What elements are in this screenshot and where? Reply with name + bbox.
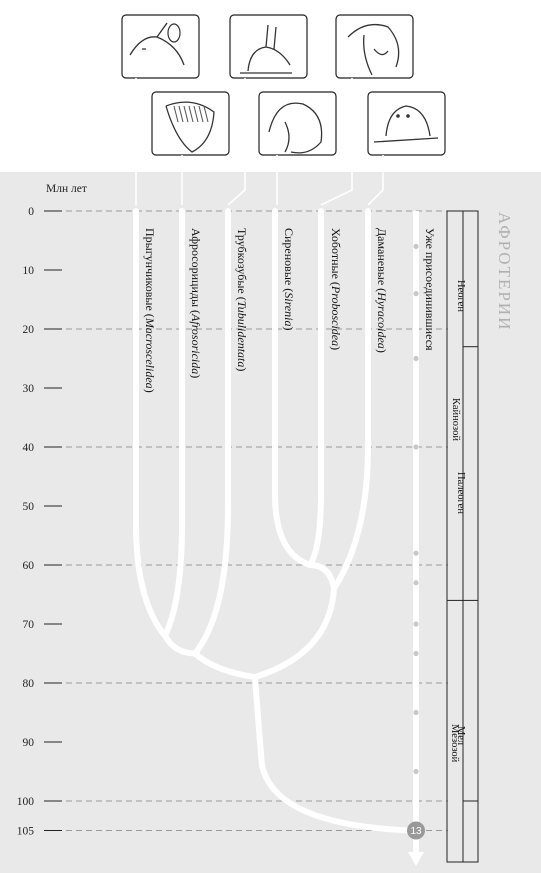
joining-event-dot — [413, 444, 419, 450]
icon-connector — [227, 78, 246, 206]
side-title: АФРОТЕРИИ — [495, 212, 514, 331]
tick-label: 10 — [23, 265, 35, 277]
joining-event-dot — [413, 243, 419, 249]
era-label-cenozoic: Кайнозой — [450, 398, 461, 441]
clade-label: Прыгунчиковые (Macroscelidea) — [143, 228, 157, 393]
panel-background — [0, 172, 541, 873]
clade-label: Даманевые (Hyracoidea) — [375, 228, 389, 353]
clade-label: Сиреновые (Sirenia) — [282, 228, 296, 330]
elephant-shrew-icon — [121, 14, 200, 79]
tick-label: 30 — [23, 383, 35, 395]
tenrec-icon — [151, 91, 230, 156]
phylogeny-branches — [133, 208, 413, 834]
joining-event-dot — [413, 709, 419, 716]
icon-connector — [320, 78, 353, 206]
tick-label: 50 — [23, 501, 35, 513]
aardvark-icon — [229, 14, 308, 79]
branch — [307, 208, 337, 592]
tick-label: 40 — [23, 442, 35, 454]
joining-event-dot — [413, 550, 419, 556]
clade-label: Хоботные (Proboscidea) — [329, 228, 343, 350]
badge-count: 13 — [410, 826, 422, 837]
joining-event-dot — [413, 291, 419, 297]
branch — [252, 674, 413, 834]
joining-event-dot — [413, 355, 419, 362]
joining-event-dot — [413, 650, 419, 657]
tick-label: 60 — [23, 560, 35, 572]
tick-label: 0 — [28, 206, 34, 218]
branch — [272, 208, 313, 568]
tick-label: 100 — [17, 796, 35, 808]
lineage-label: Уже присоединившиеся — [423, 228, 437, 351]
joining-event-dot — [413, 768, 419, 775]
clade-labels: Прыгунчиковые (Macroscelidea) Афросорицид… — [143, 228, 437, 393]
era-label-paleogene: Палеоген — [455, 472, 466, 514]
icon-connectors — [135, 78, 384, 206]
era-label-neogene: Неоген — [455, 280, 466, 312]
axis-title: Млн лет — [46, 183, 87, 195]
icon-row — [121, 14, 446, 156]
branch — [133, 208, 198, 657]
tick-label: 90 — [23, 737, 35, 749]
tick-label: 80 — [23, 678, 35, 690]
branch — [252, 208, 371, 681]
joining-event-dot — [413, 621, 419, 627]
count-badge: 13 — [407, 821, 425, 840]
manatee-icon — [258, 91, 337, 156]
hyrax-icon — [367, 91, 446, 156]
clade-label: Афросорициды (Afrosoricida) — [189, 228, 203, 378]
tick-label: 70 — [23, 619, 35, 631]
elephant-icon — [335, 14, 414, 79]
tick-label: 105 — [17, 826, 35, 838]
icon-connector — [367, 155, 384, 206]
branch — [192, 208, 258, 681]
era-label-cretaceous: Мел — [455, 726, 466, 745]
era-label-mesozoic: Мезозой — [449, 724, 460, 763]
joining-event-dot — [413, 580, 419, 586]
tick-label: 20 — [23, 324, 35, 336]
branch — [162, 208, 185, 639]
arrow-head — [408, 852, 424, 866]
joining-lineage: 13 — [407, 211, 425, 866]
clade-label: Трубкозубые (Tubulidentata) — [235, 228, 249, 371]
